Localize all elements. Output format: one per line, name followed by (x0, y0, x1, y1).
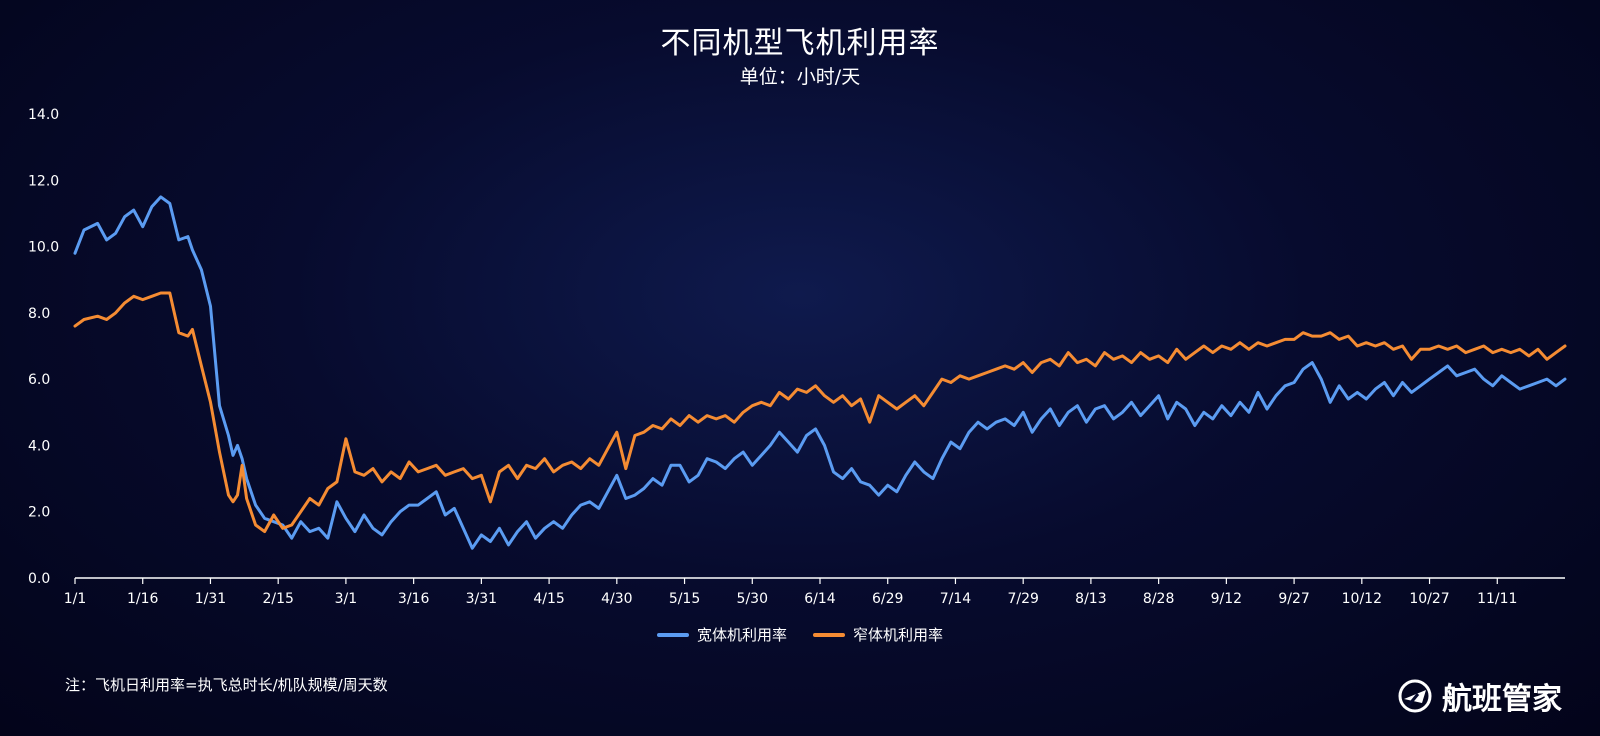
brand-logo-icon (1398, 679, 1432, 713)
x-tick-label: 9/12 (1211, 591, 1242, 607)
legend-swatch-narrow (813, 632, 845, 637)
x-tick-label: 10/12 (1342, 591, 1382, 607)
y-tick-label: 0.0 (28, 571, 50, 587)
x-tick-label: 6/29 (872, 591, 903, 607)
x-tick-label: 5/30 (737, 591, 768, 607)
y-tick-label: 6.0 (28, 372, 50, 388)
y-tick-label: 2.0 (28, 505, 50, 521)
x-tick-label: 1/1 (64, 591, 87, 607)
wide-body-series-line (73, 195, 1567, 550)
brand-name: 航班管家 (1442, 682, 1562, 717)
x-tick-label: 9/27 (1278, 591, 1309, 607)
x-tick-label: 1/16 (127, 591, 159, 607)
x-tick-label: 2/15 (262, 591, 293, 607)
x-tick-label: 7/29 (1007, 591, 1038, 607)
x-tick-label: 4/15 (533, 591, 564, 607)
legend-item-narrow[interactable]: 窄体机利用率 (813, 624, 943, 645)
y-tick-label: 4.0 (28, 438, 50, 454)
x-tick-label: 11/11 (1477, 591, 1517, 607)
x-tick-label: 8/28 (1143, 591, 1174, 607)
legend-swatch-wide (656, 632, 689, 637)
x-tick-label: 8/13 (1075, 591, 1106, 607)
chart-title: 不同机型飞机利用率 (660, 26, 940, 61)
y-tick-label: 12.0 (28, 173, 59, 189)
legend-item-wide[interactable]: 宽体机利用率 (656, 624, 787, 645)
x-tick-label: 6/14 (804, 591, 836, 607)
x-tick-label: 5/15 (669, 591, 700, 607)
y-tick-label: 14.0 (28, 107, 59, 123)
y-tick-label: 8.0 (28, 306, 50, 322)
x-tick-label: 3/1 (335, 591, 358, 607)
x-tick-label: 4/30 (601, 591, 632, 607)
x-tick-label: 3/16 (398, 591, 430, 607)
chart-legend: 宽体机利用率 窄体机利用率 (0, 624, 1600, 645)
legend-label-narrow: 窄体机利用率 (853, 626, 944, 644)
x-tick-label: 3/31 (466, 591, 497, 607)
x-tick-label: 1/31 (195, 591, 226, 607)
chart-subtitle: 单位：小时/天 (739, 66, 861, 88)
footnote: 注：飞机日利用率=执飞总时长/机队规模/周天数 (65, 676, 388, 694)
narrow-body-series-line (73, 291, 1567, 534)
x-tick-label: 7/14 (940, 591, 972, 607)
legend-label-wide: 宽体机利用率 (696, 626, 787, 644)
brand-logo: 航班管家 (1398, 674, 1562, 718)
y-tick-label: 10.0 (28, 240, 59, 256)
x-tick-label: 10/27 (1409, 591, 1449, 607)
